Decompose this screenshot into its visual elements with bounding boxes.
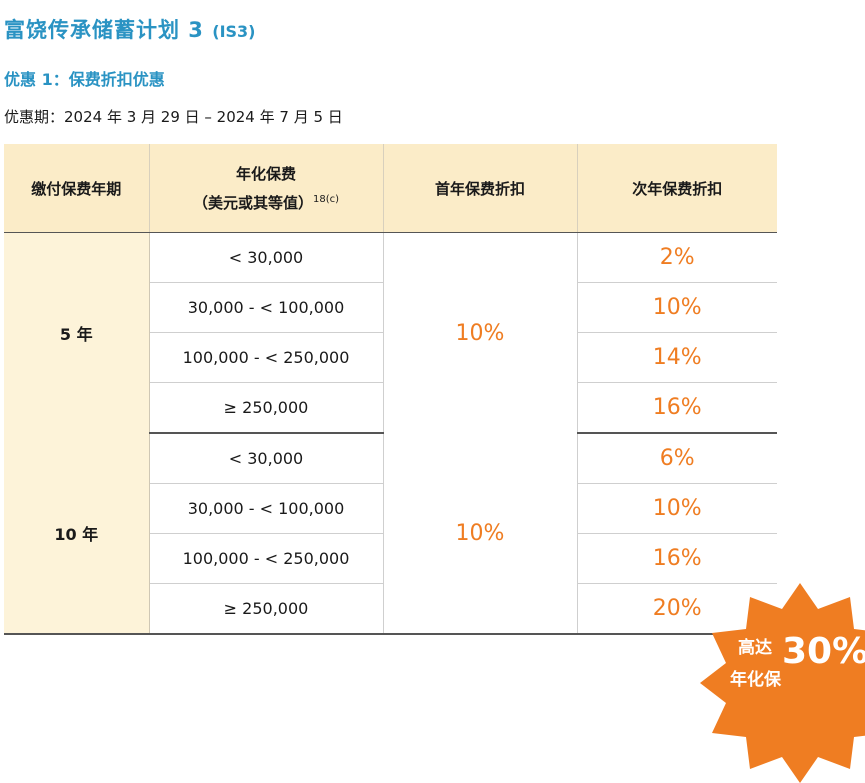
second-year-discount-cell: 10% (577, 483, 777, 534)
range-cell: ≥ 250,000 (149, 583, 384, 635)
table-row: 5 年 < 30,000 10% 2% (4, 232, 777, 433)
badge-value: 30% (782, 631, 865, 672)
header-annual-line1: 年化保费 (235, 165, 296, 183)
plan-name: 富饶传承储蓄计划 3 (4, 18, 204, 42)
term-cell: 5 年 (4, 232, 150, 433)
second-year-discount-cell: 20% (577, 583, 777, 635)
table-row: 30,000 - < 100,000 10% (4, 483, 777, 534)
second-year-discount-cell: 16% (577, 533, 777, 584)
header-annual-footnote: 18(c) (312, 194, 340, 205)
table-row: ≥ 250,000 16% (4, 382, 777, 434)
badge-starburst-shape (700, 583, 865, 783)
offer-label: 优惠 1：保费折扣优惠 (4, 70, 165, 89)
header-first-year: 首年保费折扣 (383, 144, 578, 233)
discount-badge: 高达 30% 年化保 (700, 583, 865, 783)
badge-line2: 年化保 (730, 669, 782, 690)
header-term: 缴付保费年期 (4, 144, 150, 233)
table-row: 100,000 - < 250,000 16% (4, 533, 777, 584)
table-row: 100,000 - < 250,000 14% (4, 332, 777, 383)
plan-code: (IS3) (212, 22, 256, 41)
range-cell: 100,000 - < 250,000 (149, 332, 384, 383)
table-row: ≥ 250,000 20% (4, 583, 777, 635)
page-title: 富饶传承储蓄计划 3 (IS3) (4, 14, 255, 44)
range-cell: 100,000 - < 250,000 (149, 533, 384, 584)
table-header-row: 缴付保费年期 年化保费 （美元或其等值）18(c) 首年保费折扣 次年保费折扣 (4, 144, 777, 233)
second-year-discount-cell: 10% (577, 282, 777, 333)
table-row: 30,000 - < 100,000 10% (4, 282, 777, 333)
table-row: 10 年 < 30,000 10% 6% (4, 433, 777, 635)
range-cell: 30,000 - < 100,000 (149, 483, 384, 534)
first-year-discount-cell: 10% (383, 232, 578, 433)
term-cell: 10 年 (4, 433, 150, 635)
second-year-discount-cell: 16% (577, 382, 777, 434)
range-cell: < 30,000 (149, 433, 384, 484)
second-year-discount-cell: 14% (577, 332, 777, 383)
range-cell: ≥ 250,000 (149, 382, 384, 434)
second-year-discount-cell: 6% (577, 433, 777, 484)
header-annual-premium: 年化保费 （美元或其等值）18(c) (149, 144, 384, 233)
header-second-year: 次年保费折扣 (577, 144, 777, 233)
header-annual-line2: （美元或其等值） (192, 194, 313, 212)
first-year-discount-cell: 10% (383, 433, 578, 635)
offer-period: 优惠期：2024 年 3 月 29 日 – 2024 年 7 月 5 日 (4, 108, 343, 126)
badge-line1: 高达 (738, 637, 772, 658)
discount-table: 缴付保费年期 年化保费 （美元或其等值）18(c) 首年保费折扣 次年保费折扣 … (4, 144, 777, 635)
range-cell: < 30,000 (149, 232, 384, 283)
second-year-discount-cell: 2% (577, 232, 777, 283)
range-cell: 30,000 - < 100,000 (149, 282, 384, 333)
